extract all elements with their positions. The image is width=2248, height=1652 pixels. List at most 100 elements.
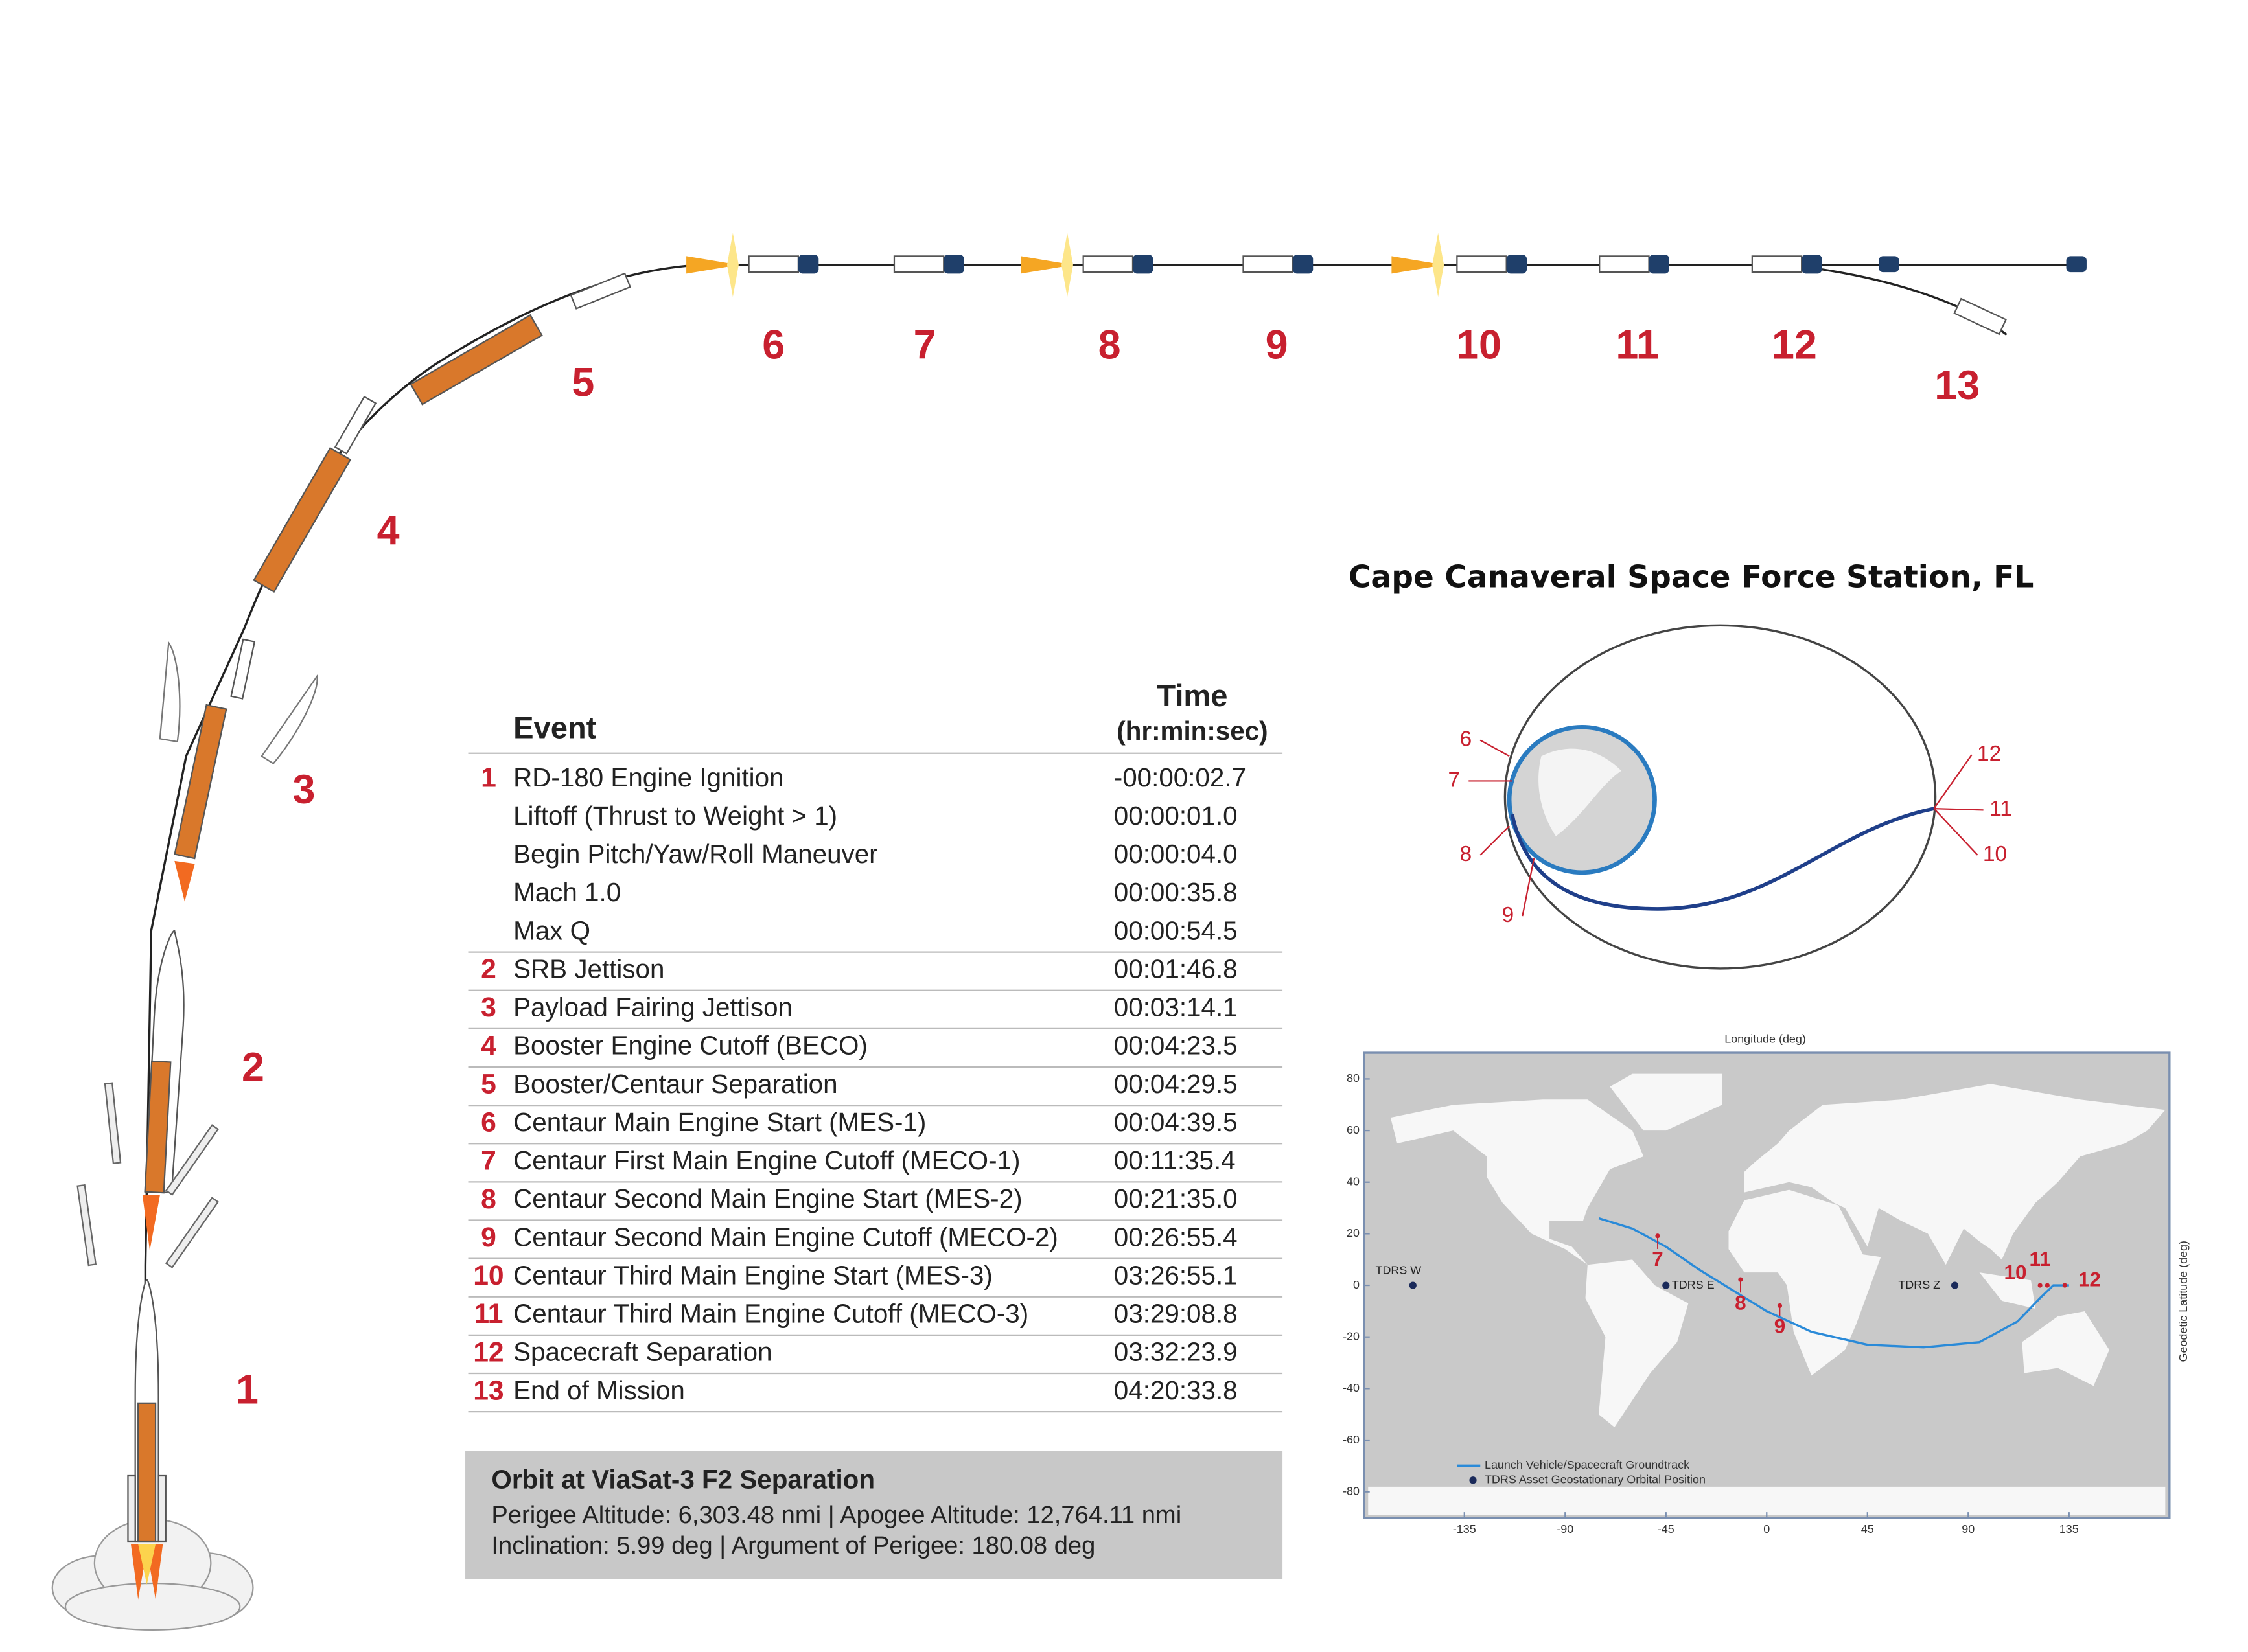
earth-land — [1538, 748, 1621, 836]
orbit-diagram-title: Cape Canaveral Space Force Station, FL — [1349, 560, 2034, 595]
flame — [686, 256, 739, 274]
groundtrack — [1598, 1217, 2069, 1349]
legend-dot — [1469, 1476, 1477, 1484]
row-time: 00:01:46.8 — [1114, 954, 1238, 983]
flame — [1021, 256, 1073, 274]
row-step: 7 — [481, 1145, 496, 1176]
event-marker — [2045, 1283, 2050, 1288]
event-label: 9 — [1774, 1314, 1785, 1337]
y-tick-label: 0 — [1353, 1278, 1360, 1291]
land — [1585, 1259, 1689, 1428]
row-time: 00:00:54.5 — [1114, 915, 1238, 945]
row-time: 03:26:55.1 — [1114, 1261, 1238, 1291]
rocket-fairing-jettison — [159, 638, 318, 902]
map: -135 -90 -45 0 45 90 135 80 60 40 20 0 -20 -40 -60 -80 T… — [1343, 1072, 2166, 1535]
row-time: 00:21:35.0 — [1114, 1184, 1238, 1213]
row-step: 10 — [473, 1260, 504, 1291]
x-tick-label: 90 — [1962, 1522, 1975, 1535]
row-step: 13 — [473, 1375, 504, 1406]
row-time: 00:04:29.5 — [1114, 1069, 1238, 1099]
row-event: Booster/Centaur Separation — [513, 1069, 838, 1099]
row-step: 3 — [481, 992, 496, 1023]
row-time: 03:32:23.9 — [1114, 1337, 1238, 1367]
y-tick-label: -60 — [1343, 1433, 1360, 1446]
row-time: 00:00:01.0 — [1114, 801, 1238, 831]
row-step: 2 — [481, 954, 496, 985]
row-event: RD-180 Engine Ignition — [513, 763, 783, 792]
payload — [1802, 255, 1822, 274]
y-tick-label: 40 — [1347, 1175, 1360, 1187]
leader — [1933, 808, 1978, 856]
orbit-label: 11 — [1989, 797, 2012, 821]
row-event: Booster Engine Cutoff (BECO) — [513, 1031, 868, 1061]
x-tick-label: -90 — [1557, 1522, 1573, 1535]
x-tick-label: 135 — [2059, 1522, 2079, 1535]
x-tick-label: -45 — [1658, 1522, 1674, 1535]
orbit-track — [1510, 807, 1934, 911]
launch-cloud — [51, 1519, 254, 1631]
payload — [1506, 255, 1527, 274]
flame-glow — [1061, 233, 1073, 297]
payload — [798, 255, 819, 274]
y-tick-label: -20 — [1343, 1329, 1360, 1342]
payload — [1879, 256, 1899, 273]
centaur — [1456, 255, 1507, 273]
y-tick-label: -40 — [1343, 1381, 1360, 1394]
row-step: 11 — [474, 1298, 503, 1329]
station-label: TDRS W — [1375, 1263, 1421, 1276]
orbit-label: 12 — [1977, 742, 2001, 766]
land — [1744, 1084, 2166, 1265]
rocket-separation — [410, 272, 631, 406]
land — [2022, 1311, 2109, 1386]
step-number: 8 — [1098, 322, 1121, 367]
row-time: 00:00:35.8 — [1114, 877, 1238, 907]
station-label: TDRS Z — [1898, 1278, 1940, 1291]
step-number: 3 — [292, 767, 315, 812]
row-time: 00:11:35.4 — [1114, 1145, 1236, 1175]
centaur — [1242, 255, 1293, 273]
row-step: 6 — [481, 1107, 496, 1138]
orbit-label: 10 — [1983, 842, 2007, 866]
centaur — [893, 255, 945, 273]
station — [1951, 1281, 1959, 1289]
station — [1662, 1281, 1670, 1289]
row-event: Centaur Third Main Engine Start (MES-3) — [513, 1261, 993, 1291]
event-marker — [2062, 1283, 2067, 1288]
row-time: 00:03:14.1 — [1114, 992, 1238, 1022]
row-event: End of Mission — [513, 1375, 685, 1405]
payload — [1132, 255, 1153, 274]
centaur — [1082, 255, 1134, 273]
payload — [1292, 255, 1314, 274]
row-event: Spacecraft Separation — [513, 1337, 772, 1367]
event-label: 12 — [2078, 1268, 2101, 1291]
y-tick-label: 80 — [1347, 1072, 1360, 1084]
orbit-box — [465, 1451, 1283, 1579]
row-event: Centaur Second Main Engine Cutoff (MECO-… — [513, 1222, 1058, 1252]
event-label: 8 — [1735, 1292, 1746, 1314]
y-tick-label: -80 — [1343, 1484, 1360, 1497]
row-step: 5 — [481, 1068, 496, 1099]
flame-glow — [1432, 233, 1444, 297]
row-step: 9 — [481, 1222, 496, 1253]
step-number: 12 — [1772, 322, 1817, 367]
flame-glow — [726, 233, 739, 297]
step-number: 11 — [1616, 322, 1658, 367]
row-time: 00:04:23.5 — [1114, 1031, 1238, 1061]
leader — [1479, 825, 1510, 856]
rocket-srb-jettison — [76, 930, 220, 1268]
x-tick-label: 0 — [1763, 1522, 1770, 1535]
row-event: Centaur Second Main Engine Start (MES-2) — [513, 1184, 1022, 1213]
land — [1390, 1099, 1644, 1265]
x-tick-label: 45 — [1861, 1522, 1874, 1535]
leader — [1522, 858, 1535, 917]
row-event: Centaur First Main Engine Cutoff (MECO-1… — [513, 1145, 1020, 1175]
y-tick-label: 20 — [1347, 1226, 1360, 1239]
flame — [1391, 256, 1444, 274]
station-label: TDRS E — [1672, 1278, 1715, 1291]
row-time: 03:29:08.8 — [1114, 1299, 1238, 1329]
station — [1409, 1281, 1417, 1289]
map-y-label: Geodetic Latitude (deg) — [2177, 1241, 2190, 1362]
rocket-beco — [253, 395, 377, 593]
row-step: 4 — [481, 1030, 496, 1061]
